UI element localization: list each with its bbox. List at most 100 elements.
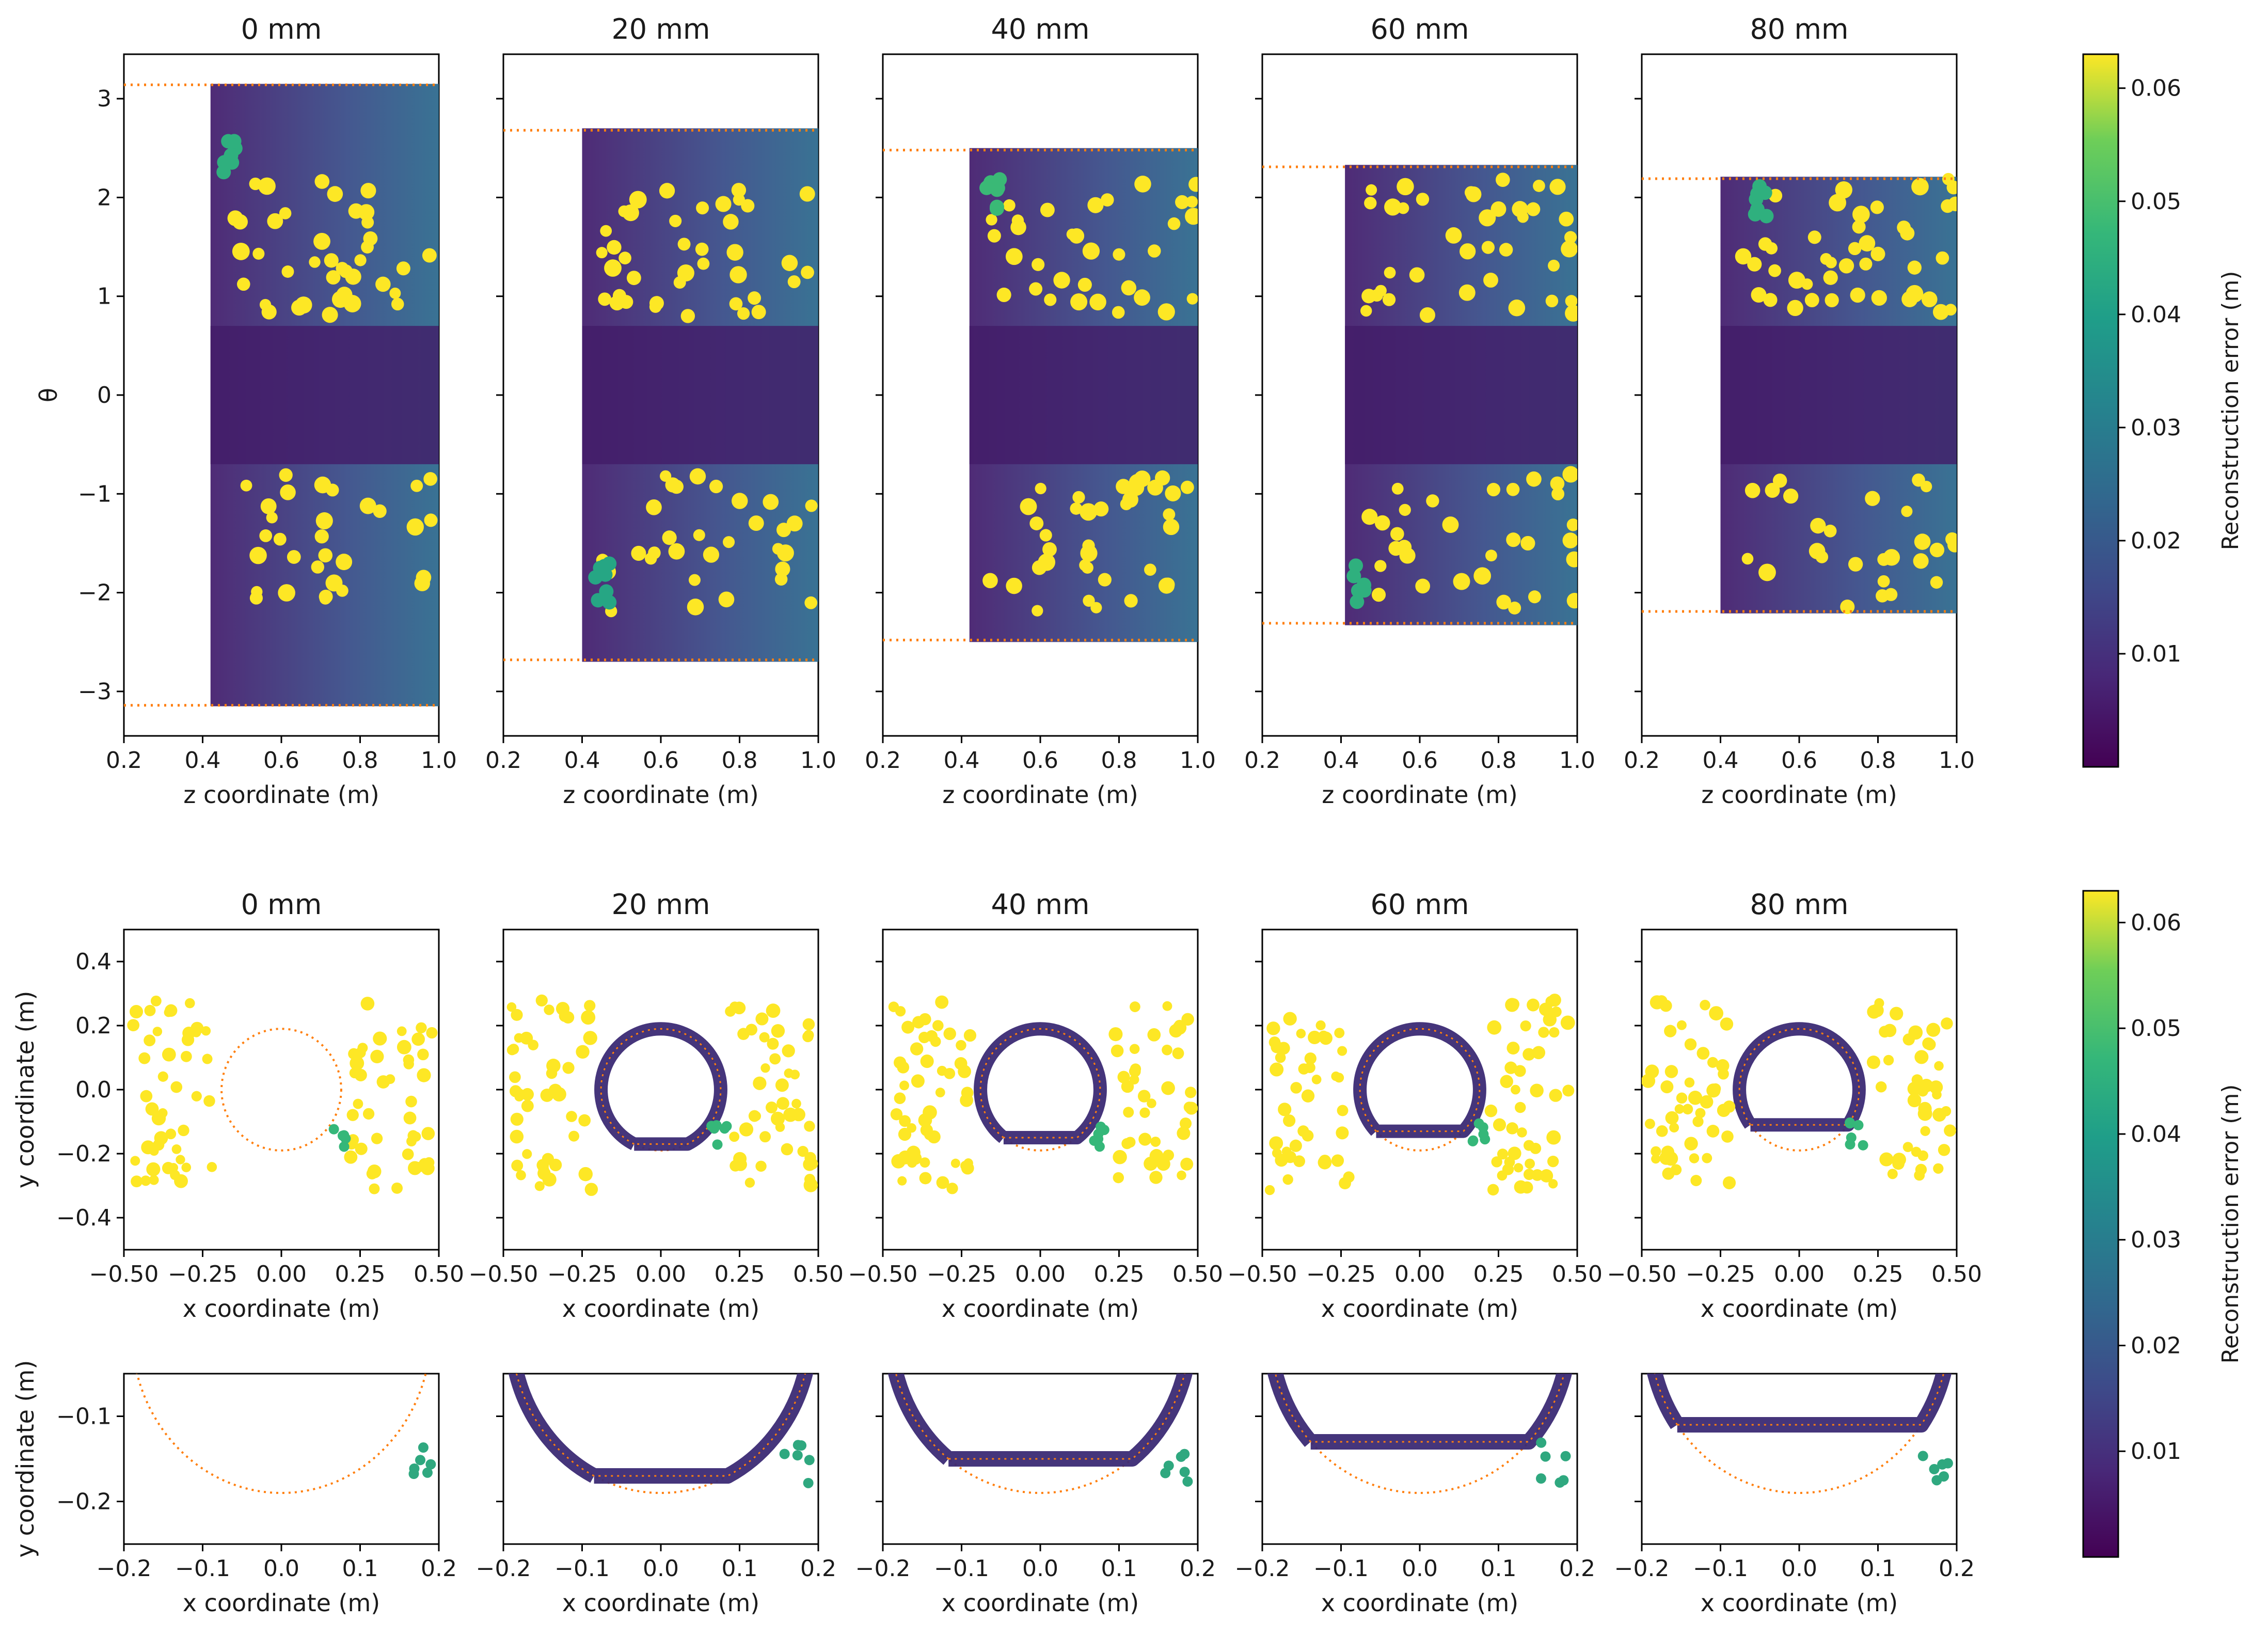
error-point — [260, 498, 277, 514]
error-point — [149, 1175, 159, 1185]
error-point — [1484, 1104, 1498, 1118]
error-point-mid — [1160, 1468, 1171, 1478]
error-point — [516, 1170, 526, 1181]
error-point — [1921, 291, 1938, 307]
colorbar-tick-label: 0.01 — [2131, 641, 2181, 667]
error-point — [1783, 489, 1799, 504]
error-point — [899, 1115, 911, 1127]
error-point — [1040, 202, 1055, 217]
error-point — [1082, 242, 1100, 260]
error-point — [506, 1002, 517, 1012]
error-point — [1491, 1156, 1502, 1168]
error-point — [618, 251, 631, 264]
error-point — [677, 238, 691, 251]
error-point — [279, 207, 292, 219]
error-point — [1651, 1154, 1661, 1164]
error-point — [732, 493, 748, 509]
error-point — [1302, 1129, 1314, 1142]
x-tick-label: 0.00 — [636, 1261, 686, 1287]
error-point — [753, 1076, 767, 1090]
x-tick-label: 0.2 — [1624, 747, 1660, 774]
x-tick-label: −0.1 — [934, 1555, 989, 1582]
error-point-mid — [1478, 1129, 1489, 1140]
error-point — [1011, 214, 1024, 227]
error-point — [1815, 550, 1829, 563]
colorbar-tick-label: 0.02 — [2131, 1332, 2181, 1359]
error-point — [1804, 293, 1819, 308]
panel-title: 20 mm — [611, 13, 710, 45]
error-point — [1460, 243, 1476, 260]
error-point — [421, 1127, 435, 1140]
error-point — [733, 1001, 746, 1015]
error-point — [626, 271, 641, 286]
x-tick-label: 0.8 — [722, 747, 758, 774]
error-point — [1664, 1025, 1677, 1037]
error-point — [1838, 258, 1854, 274]
error-point — [1879, 1152, 1894, 1167]
error-point — [1281, 1146, 1292, 1157]
error-point — [920, 1124, 933, 1137]
error-point-mid — [1858, 1140, 1868, 1151]
x-axis-label: z coordinate (m) — [183, 781, 379, 809]
error-point — [1077, 277, 1092, 292]
error-point — [1186, 293, 1198, 305]
error-point — [715, 196, 732, 212]
error-point — [1032, 605, 1043, 617]
error-point — [1315, 1020, 1326, 1031]
subplot-cross-section-2: −0.50 −0.25 0.00 0.25 0.50 x coordinate (m) 40… — [848, 888, 1223, 1323]
subplot-theta-z-0: 0.2 0.4 0.6 0.8 1.0 3 2 1 0 −1 −2 −3 z coordinate (m… — [35, 13, 457, 809]
error-point — [568, 1130, 580, 1142]
error-point — [1331, 1154, 1344, 1167]
error-point — [899, 1080, 909, 1091]
error-point-mid — [216, 165, 231, 180]
x-tick-label: 0.6 — [643, 747, 679, 774]
error-point — [930, 1036, 941, 1047]
error-point — [1707, 1057, 1719, 1068]
error-point — [1319, 1154, 1331, 1167]
error-point — [703, 546, 720, 563]
error-point — [1690, 1175, 1702, 1186]
error-point — [162, 1161, 175, 1174]
x-tick-label: −0.1 — [1313, 1555, 1369, 1582]
error-point — [1825, 293, 1839, 308]
error-point — [963, 1029, 977, 1042]
error-point — [370, 1049, 384, 1064]
colorbar-label: Reconstruction error (m) — [2217, 271, 2244, 550]
error-point — [665, 477, 680, 493]
error-point — [1080, 544, 1098, 562]
error-point — [1547, 1155, 1559, 1168]
plot-content — [1262, 165, 1577, 625]
error-point — [416, 1022, 427, 1034]
colorbar-tick-label: 0.01 — [2131, 1438, 2181, 1465]
colorbar-tick-label: 0.05 — [2131, 1015, 2181, 1042]
error-point — [508, 1044, 519, 1055]
error-point — [1917, 1150, 1929, 1161]
error-point — [566, 1111, 577, 1122]
error-point — [324, 253, 339, 268]
error-point — [258, 177, 276, 195]
error-point — [918, 1031, 930, 1044]
error-point — [1565, 305, 1577, 322]
error-point — [1283, 1012, 1297, 1026]
colorbar-label: Reconstruction error (m) — [2217, 1084, 2244, 1364]
error-point — [932, 1020, 944, 1031]
y-tick-label: 1 — [97, 284, 112, 310]
error-point — [1883, 1024, 1897, 1037]
x-tick-label: −0.2 — [1235, 1555, 1290, 1582]
error-point — [336, 262, 349, 275]
error-point — [1121, 1080, 1134, 1093]
error-point — [1364, 197, 1377, 210]
error-point — [629, 191, 647, 209]
x-tick-label: −0.2 — [476, 1555, 531, 1582]
error-point — [776, 544, 794, 562]
error-point — [1162, 1044, 1172, 1056]
error-point — [659, 183, 675, 199]
error-point — [1669, 1123, 1679, 1133]
error-point — [1562, 532, 1577, 548]
error-point — [1134, 176, 1151, 193]
error-point — [1684, 1077, 1695, 1088]
error-point — [1926, 1022, 1941, 1037]
error-point — [423, 472, 437, 486]
point-cloud-core — [1345, 326, 1577, 464]
error-point — [759, 1032, 770, 1043]
